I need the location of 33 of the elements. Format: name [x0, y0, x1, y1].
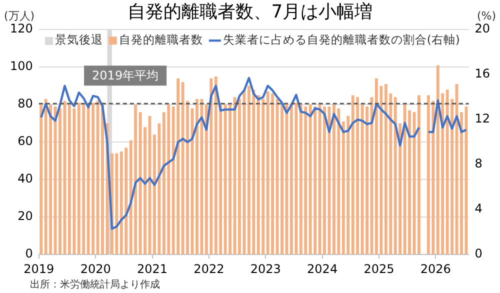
ref-line-label: 2019年平均 — [92, 68, 159, 82]
bar — [418, 95, 420, 254]
y-tick-label: 80 — [18, 96, 33, 111]
y2-tick-label: 12 — [474, 112, 490, 126]
y2-tick-label: 16 — [474, 66, 490, 81]
y-tick-label: 100 — [10, 59, 33, 74]
legend-label: 失業者に占める自発的離職者数の割合(右軸) — [222, 32, 460, 47]
bar — [58, 108, 62, 254]
x-tick-label: 2025 — [364, 262, 394, 276]
x-tick-label: 2019 — [24, 262, 54, 276]
y2-tick-label: 4 — [474, 202, 482, 216]
y-tick-label: 120 — [10, 22, 33, 36]
y2-tick-label: 20 — [474, 22, 490, 36]
legend-label: 自発的離職者数 — [118, 32, 203, 47]
x-tick-label: 2020 — [80, 262, 111, 276]
x-tick-label: 2021 — [136, 262, 168, 276]
y2-axis-title: (%) — [476, 9, 496, 22]
bar — [40, 104, 43, 254]
y-tick-label: 40 — [18, 172, 33, 186]
y-tick-label: 0 — [25, 246, 33, 261]
y-tick-label: 20 — [18, 209, 33, 224]
y-tick-label: 60 — [18, 134, 33, 148]
x-tick-label: 2023 — [250, 262, 281, 276]
y-axis-title: (万人) — [4, 9, 35, 22]
x-tick-label: 2024 — [307, 262, 338, 276]
x-tick-label: 2022 — [194, 262, 224, 276]
band-label: 景気後退 — [54, 32, 103, 47]
y2-tick-label: 8 — [474, 156, 482, 171]
bar — [280, 104, 284, 254]
chart-title: 自発的離職者数、7月は小幅増 — [127, 1, 373, 22]
text: 出所：米労働統計局より作成 — [30, 278, 160, 291]
x-tick-label: 2026 — [420, 262, 451, 276]
y2-tick-label: 0 — [474, 246, 482, 261]
